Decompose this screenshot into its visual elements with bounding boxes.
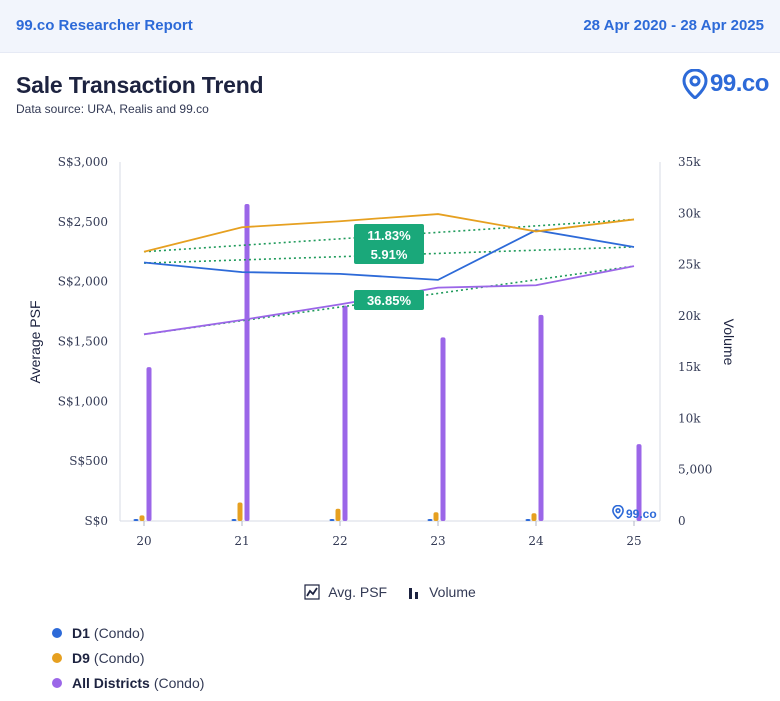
x-tick-label: 25 (626, 534, 641, 548)
y-tick-label-left: S$2,000 (58, 275, 108, 289)
logo-text: 99.co (710, 70, 769, 97)
y-tick-label-right: 15k (678, 360, 701, 374)
d9-color-dot (52, 652, 62, 663)
page-title: Sale Transaction Trend (16, 72, 264, 98)
y-tick-label-right: 10k (678, 411, 701, 425)
growth-label: 36.85% (367, 293, 412, 308)
series-legend-item-all-districts[interactable]: All Districts (Condo) (52, 670, 204, 695)
volume-bar (342, 305, 348, 521)
brand-logo: 99.co (682, 68, 769, 100)
volume-bar (636, 444, 642, 521)
series-type: (Condo) (93, 649, 145, 666)
y-tick-label-right: 5,000 (678, 463, 712, 477)
chart-legend: Avg. PSF Volume (0, 580, 780, 604)
line-chart-icon (304, 584, 320, 600)
growth-badge-d9-d1 (354, 224, 424, 264)
volume-bar (237, 502, 243, 521)
series-legend-item-d1[interactable]: D1 (Condo) (52, 620, 204, 645)
psf-line (143, 229, 635, 281)
y-tick-label-right: 20k (678, 309, 701, 323)
bar-chart-icon (409, 588, 419, 599)
y-tick-label-left: S$1,000 (58, 394, 108, 408)
chart-watermark: 99.co (612, 505, 657, 521)
y-tick-label-right: 25k (678, 258, 701, 272)
date-range: 28 Apr 2020 - 28 Apr 2025 (583, 17, 764, 34)
growth-label: 11.83% (367, 228, 411, 243)
series-type: (Condo) (93, 624, 145, 641)
series-legend: D1 (Condo) D9 (Condo) All Districts (Con… (52, 620, 204, 695)
volume-bar (531, 513, 537, 521)
watermark-text: 99.co (626, 507, 657, 521)
x-tick-label: 21 (234, 534, 249, 548)
watermark-pin-icon (612, 505, 624, 519)
series-name: D9 (72, 649, 90, 666)
x-tick-label: 22 (332, 534, 347, 548)
x-tick-label: 20 (136, 534, 151, 548)
d1-color-dot (52, 627, 62, 638)
volume-bar (231, 518, 237, 521)
growth-badge-all-districts (354, 290, 424, 310)
volume-bar (146, 367, 152, 521)
volume-bar (433, 512, 439, 521)
all-districts-color-dot (52, 677, 62, 688)
report-title: 99.co Researcher Report (16, 17, 193, 34)
y-axis-label-left: Average PSF (27, 300, 43, 383)
y-tick-label-right: 30k (678, 206, 701, 220)
legend-volume[interactable]: Volume (407, 584, 476, 600)
series-name: D1 (72, 624, 90, 641)
legend-avg-psf[interactable]: Avg. PSF (304, 584, 387, 600)
series-name: All Districts (72, 674, 150, 691)
legend-avg-psf-label: Avg. PSF (328, 584, 388, 600)
volume-bar (133, 519, 139, 521)
y-tick-label-left: S$500 (69, 454, 108, 468)
legend-volume-label: Volume (429, 584, 476, 600)
y-tick-label-right: 0 (678, 514, 686, 528)
sale-transaction-chart: S$0 S$500 S$1,000 S$1,500 S$2,000 S$2,500 S$3,… (27, 155, 737, 548)
series-type: (Condo) (153, 674, 205, 691)
series-legend-item-d9[interactable]: D9 (Condo) (52, 645, 204, 670)
y-tick-label-left: S$1,500 (58, 335, 108, 349)
y-tick-label-right: 35k (678, 155, 701, 169)
volume-bar (538, 314, 544, 521)
growth-label: 5.91% (371, 247, 408, 262)
location-pin-icon (682, 69, 708, 99)
psf-line (143, 213, 635, 253)
volume-bar (335, 508, 341, 521)
data-source: Data source: URA, Realis and 99.co (16, 102, 209, 116)
x-tick-label: 23 (430, 534, 445, 548)
y-tick-label-left: S$3,000 (58, 155, 108, 169)
volume-bar (139, 515, 145, 521)
volume-bar (525, 519, 531, 521)
volume-bar (329, 519, 335, 521)
volume-bar (244, 204, 250, 521)
y-tick-label-left: S$2,500 (58, 215, 108, 229)
volume-bar (440, 337, 446, 521)
volume-bar (427, 519, 433, 521)
x-tick-label: 24 (528, 534, 544, 548)
report-header: 99.co Researcher Report 28 Apr 2020 - 28… (0, 0, 780, 53)
y-tick-label-left: S$0 (85, 514, 109, 528)
y-axis-label-right: Volume (721, 319, 737, 366)
